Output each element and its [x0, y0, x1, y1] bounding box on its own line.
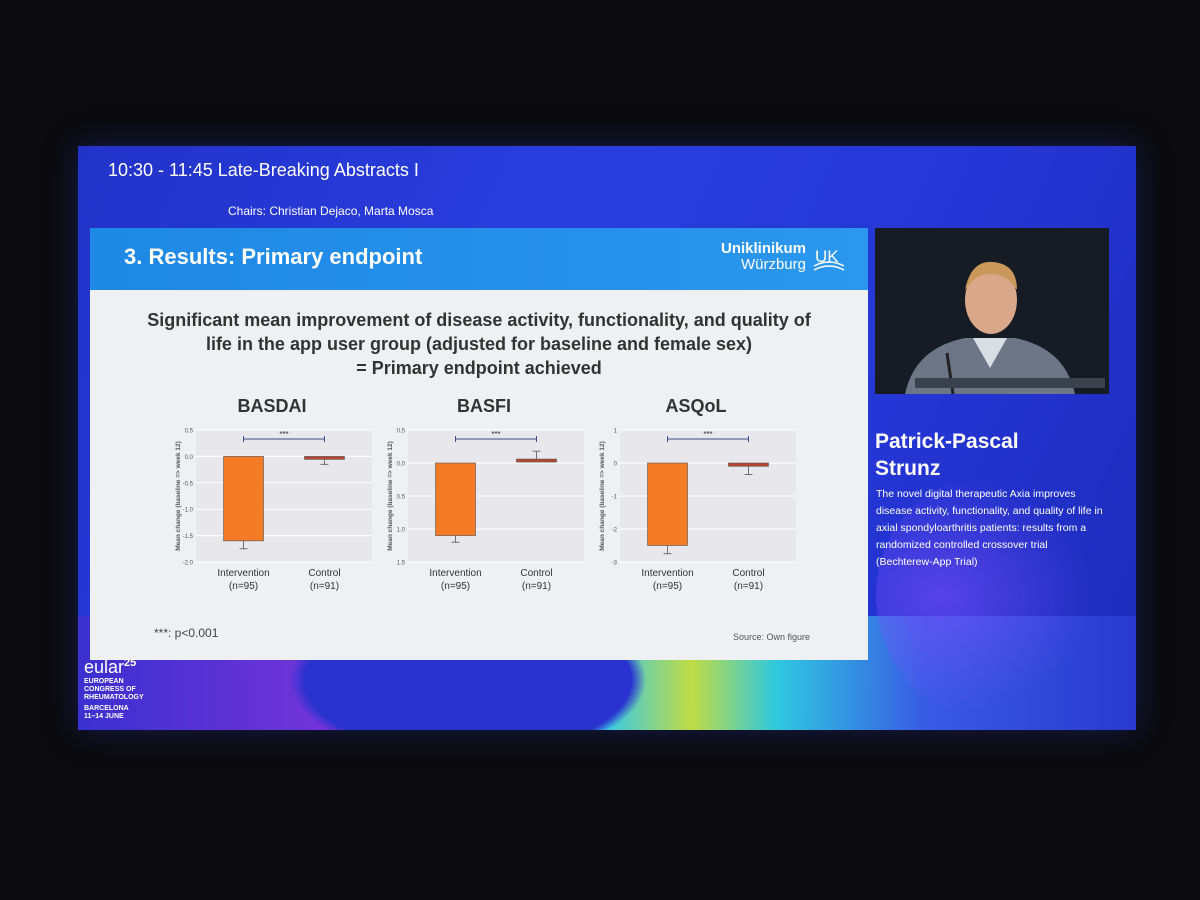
chart-panel-basdai: BASDAI 0.5 0.0 -0.5 -1.0 -1.5 -2.0 Mean change… [166, 396, 378, 616]
headline-line1: Significant mean improvement of disease … [147, 310, 811, 330]
box-plot-asqol: 1 0 -1 -2 -3 Mean change (baseline => week 12… [599, 429, 796, 592]
box-plot-basdai: 0.5 0.0 -0.5 -1.0 -1.5 -2.0 Mean change (basel… [175, 429, 372, 592]
speaker-name-line1: Patrick-Pascal [875, 430, 1019, 453]
talk-title-line4: randomized controlled crossover trial [876, 539, 1048, 551]
slide-title: 3. Results: Primary endpoint [124, 244, 423, 269]
y-tick-label: 0.0 [185, 455, 194, 461]
y-tick-label: -1.5 [183, 534, 194, 540]
logo-mark-text: UK [815, 247, 839, 266]
y-tick-label: -1.0 [183, 508, 194, 514]
logo-line2: Würzburg [740, 256, 806, 273]
box-control [516, 458, 557, 463]
figure-source: Source: Own figure [732, 632, 810, 642]
category-label: Intervention [217, 568, 269, 579]
talk-title-line3: axial spondyloarthritis patients: result… [876, 522, 1087, 534]
speaker-name: Patrick-Pascal Strunz [875, 428, 1115, 482]
box-intervention [223, 456, 264, 542]
eular-edition: 25 [124, 657, 137, 669]
talk-title-line1: The novel digital therapeutic Axia impro… [876, 488, 1076, 500]
category-label: Control [732, 568, 764, 579]
box-control [304, 456, 345, 460]
y-tick-label: -1 [612, 495, 618, 501]
y-tick-label: 0.5 [397, 429, 406, 435]
plot-area [196, 430, 372, 562]
speaker-name-line2: Strunz [875, 457, 941, 480]
y-tick-label: 1 [614, 429, 618, 435]
chart-title: ASQoL [665, 396, 727, 416]
significance-label: *** [703, 430, 712, 439]
y-tick-label: 1.0 [397, 528, 406, 534]
y-tick-label: -2.0 [183, 561, 194, 567]
uniklinikum-logo: Uniklinikum Würzburg UK [721, 240, 846, 274]
category-sublabel: (n=91) [522, 581, 551, 592]
category-label: Intervention [641, 568, 693, 579]
chart-panel-basfi: BASFI 0.5 0.0 0.5 1.0 1.5 Mean change (baseli… [378, 396, 590, 616]
uk-logo-icon: UK [813, 247, 845, 271]
category-sublabel: (n=91) [734, 581, 763, 592]
slide-headline: Significant mean improvement of disease … [90, 308, 868, 380]
box-control [728, 462, 769, 467]
eular-wordmark: eular [84, 657, 125, 677]
projection-screen: 10:30 - 11:45 Late-Breaking Abstracts I … [78, 146, 1136, 730]
talk-title-line2: disease activity, functionality, and qua… [876, 505, 1103, 517]
category-sublabel: (n=95) [653, 581, 682, 592]
eular-line2: CONGRESS OF [84, 686, 136, 693]
y-tick-label: 0.0 [397, 462, 406, 468]
y-tick-label: -0.5 [183, 481, 194, 487]
talk-title: The novel digital therapeutic Axia impro… [876, 486, 1108, 571]
speaker-video [875, 228, 1109, 394]
decorative-swirl [876, 476, 1096, 716]
y-axis-label: Mean change (baseline => week 12) [387, 441, 394, 550]
box-intervention [647, 462, 688, 546]
category-sublabel: (n=91) [310, 581, 339, 592]
headline-line2: life in the app user group (adjusted for… [205, 334, 753, 354]
eular-line1: EUROPEAN [84, 678, 124, 685]
y-tick-label: -3 [612, 561, 618, 567]
talk-title-line5: (Bechterew-App Trial) [876, 556, 978, 568]
box-intervention [435, 462, 476, 536]
logo-line1: Uniklinikum [720, 240, 806, 257]
category-label: Control [308, 568, 340, 579]
eular-congress-logo: eular25 EUROPEAN CONGRESS OF RHEUMATOLOG… [84, 654, 204, 721]
chart-title: BASFI [457, 396, 511, 416]
eular-line4: BARCELONA [84, 705, 129, 712]
chart-panel-asqol: ASQoL 1 0 -1 -2 -3 Mean change (baseline => w… [590, 396, 802, 616]
significance-label: *** [279, 430, 288, 439]
session-chairs: Chairs: Christian Dejaco, Marta Mosca [228, 204, 434, 218]
y-tick-label: 0.5 [185, 429, 194, 435]
category-sublabel: (n=95) [229, 581, 258, 592]
box-plot-basfi: 0.5 0.0 0.5 1.0 1.5 Mean change (baseline => … [387, 429, 584, 592]
category-sublabel: (n=95) [441, 581, 470, 592]
chart-title: BASDAI [237, 396, 307, 416]
significance-label: *** [491, 430, 500, 439]
slide-header: 3. Results: Primary endpoint Uniklinikum… [90, 228, 868, 290]
headline-line3: = Primary endpoint achieved [356, 358, 602, 378]
y-tick-label: 0.5 [397, 495, 406, 501]
speaker-silhouette-icon [875, 228, 1109, 394]
y-tick-label: -2 [612, 528, 618, 534]
y-tick-label: 0 [614, 462, 618, 468]
eular-line5: 11–14 JUNE [84, 713, 124, 720]
session-title: 10:30 - 11:45 Late-Breaking Abstracts I [108, 160, 419, 180]
eular-line3: RHEUMATOLOGY [84, 694, 144, 701]
significance-footnote: ***: p<0.001 [154, 626, 219, 640]
presentation-slide: 3. Results: Primary endpoint Uniklinikum… [90, 228, 868, 660]
y-axis-label: Mean change (baseline => week 12) [175, 441, 182, 550]
category-label: Control [520, 568, 552, 579]
y-tick-label: 1.5 [397, 561, 406, 567]
y-axis-label: Mean change (baseline => week 12) [599, 441, 606, 550]
category-label: Intervention [429, 568, 481, 579]
